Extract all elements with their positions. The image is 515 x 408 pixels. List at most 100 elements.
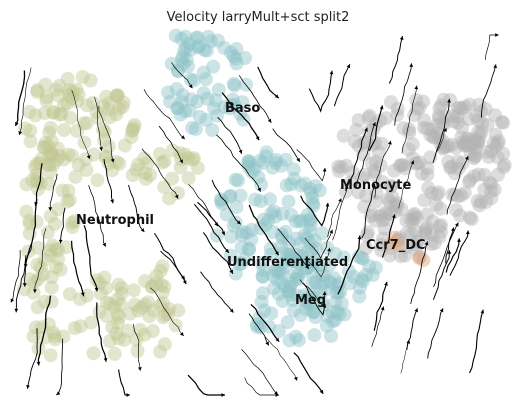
cell-point bbox=[186, 73, 201, 88]
cell-point bbox=[377, 221, 392, 236]
cell-point bbox=[288, 214, 303, 229]
cell-point bbox=[475, 116, 490, 131]
cell-point bbox=[29, 157, 44, 172]
streamline-arrowhead bbox=[457, 238, 461, 242]
streamline bbox=[446, 155, 469, 215]
streamline-arrowhead bbox=[26, 385, 30, 389]
cell-point bbox=[145, 324, 160, 338]
cell-point bbox=[453, 208, 467, 223]
cell-point bbox=[126, 120, 141, 135]
streamline bbox=[257, 66, 280, 99]
cell-point bbox=[263, 241, 278, 256]
cell-point bbox=[312, 183, 327, 198]
streamline-arrowhead bbox=[275, 393, 280, 397]
cell-point bbox=[224, 229, 239, 244]
streamline-arrowhead bbox=[33, 289, 37, 293]
streamline-arrowhead bbox=[188, 84, 193, 89]
streamline-arrowhead bbox=[22, 283, 27, 287]
cell-point bbox=[304, 185, 319, 200]
streamline-arrowhead bbox=[380, 306, 385, 311]
streamline-arrowhead bbox=[338, 198, 342, 203]
cell-point bbox=[44, 280, 59, 295]
cell-point bbox=[458, 99, 472, 114]
cell-point bbox=[362, 124, 377, 139]
cell-point bbox=[222, 101, 237, 116]
cell-point bbox=[80, 98, 94, 113]
cell-point bbox=[185, 153, 200, 167]
streamline bbox=[37, 295, 52, 366]
cell-point bbox=[39, 90, 54, 105]
streamline-arrowhead bbox=[379, 105, 384, 110]
streamline-arrowhead bbox=[465, 230, 470, 235]
cell-point bbox=[60, 71, 75, 86]
streamline-arrowhead bbox=[480, 309, 485, 314]
cell-point bbox=[467, 132, 482, 147]
streamline-arrowhead bbox=[255, 136, 260, 141]
cell-point bbox=[83, 73, 98, 88]
streamline bbox=[356, 122, 376, 187]
cell-points bbox=[17, 28, 512, 363]
cell-point bbox=[474, 104, 489, 119]
cell-point bbox=[288, 329, 303, 344]
cell-point bbox=[86, 95, 100, 110]
cell-point bbox=[124, 129, 139, 144]
cell-point bbox=[140, 155, 155, 170]
cell-point bbox=[22, 272, 37, 287]
cell-point bbox=[301, 244, 316, 259]
cell-point bbox=[393, 249, 408, 264]
cell-point bbox=[417, 113, 432, 128]
cell-point bbox=[450, 116, 465, 130]
cell-point bbox=[137, 297, 152, 312]
cell-point bbox=[37, 106, 52, 121]
cell-point bbox=[315, 226, 330, 241]
cell-point bbox=[454, 120, 469, 135]
cell-point bbox=[109, 107, 124, 122]
cell-point bbox=[367, 164, 382, 179]
cell-point bbox=[328, 295, 343, 310]
cell-point bbox=[28, 108, 43, 123]
cell-point bbox=[399, 213, 414, 228]
cell-point bbox=[355, 274, 370, 289]
cell-point bbox=[296, 293, 311, 308]
streamline-arrowhead bbox=[329, 70, 334, 75]
streamline bbox=[217, 116, 243, 154]
cell-point bbox=[365, 156, 379, 171]
cell-point bbox=[60, 96, 75, 111]
cell-point bbox=[259, 145, 274, 160]
cell-point bbox=[450, 109, 465, 124]
cell-point bbox=[264, 306, 279, 321]
cell-point bbox=[405, 137, 420, 152]
cell-point bbox=[43, 243, 58, 258]
cell-point bbox=[470, 193, 485, 208]
cell-point bbox=[62, 287, 77, 302]
cell-point bbox=[268, 209, 283, 224]
cell-point bbox=[278, 224, 293, 239]
cell-point bbox=[445, 187, 460, 202]
cell-point bbox=[258, 149, 273, 164]
cell-point bbox=[153, 264, 168, 278]
cell-point bbox=[229, 200, 244, 215]
streamline bbox=[10, 250, 21, 303]
cell-point bbox=[379, 207, 394, 222]
cell-point bbox=[154, 277, 169, 292]
cell-point bbox=[179, 52, 194, 67]
streamline bbox=[296, 149, 326, 182]
streamline bbox=[118, 369, 130, 396]
cell-point bbox=[275, 262, 290, 277]
cell-point bbox=[443, 93, 458, 107]
cell-point bbox=[433, 201, 448, 216]
cell-point bbox=[51, 88, 66, 103]
streamline-arrowhead bbox=[58, 239, 63, 244]
cell-point bbox=[214, 196, 229, 211]
cell-point bbox=[488, 108, 503, 123]
cell-point bbox=[109, 155, 124, 169]
cell-point bbox=[264, 206, 279, 221]
cell-point bbox=[174, 52, 189, 67]
streamline bbox=[88, 185, 107, 247]
cell-point bbox=[196, 86, 211, 101]
cell-point bbox=[328, 312, 343, 327]
streamline bbox=[308, 70, 333, 113]
cell-point bbox=[409, 242, 424, 257]
cell-point bbox=[97, 270, 112, 285]
cluster-label-undifferentiated: Undifferentiated bbox=[227, 255, 348, 270]
